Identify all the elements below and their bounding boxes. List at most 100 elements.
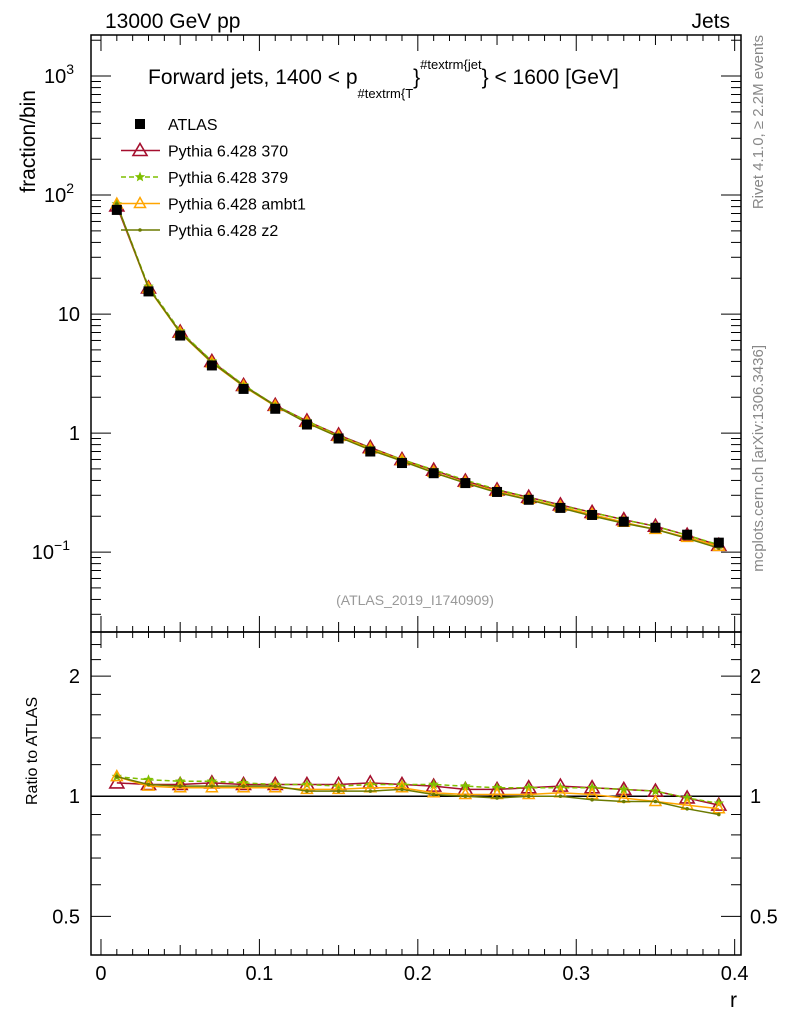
mcplots-label: mcplots.cern.ch [arXiv:1306.3436]	[750, 345, 767, 572]
ratio-frame	[90, 631, 742, 956]
ratio-point-ambt1	[395, 780, 409, 793]
ratio-point-ambt1	[458, 786, 473, 800]
ratio-point-z2	[685, 807, 689, 811]
ratio-point-ambt1	[300, 781, 314, 795]
atlas-point	[206, 360, 217, 371]
x-tick-label: 0.1	[245, 963, 273, 985]
ratio-point-z2	[590, 797, 594, 802]
ratio-point-379	[681, 792, 693, 803]
legend-marker-ambt1	[133, 195, 147, 209]
ratio-point-z2	[210, 784, 214, 788]
ratio-point-370	[171, 775, 189, 791]
legend-marker-ATLAS	[135, 119, 145, 129]
main-line-379	[116, 203, 720, 546]
ratio-point-379	[618, 783, 629, 794]
ratio-point-ambt1	[426, 785, 441, 798]
atlas-point	[650, 522, 661, 533]
ratio-point-z2	[241, 784, 246, 788]
ratio-y-tick-label: 1	[69, 786, 80, 808]
ratio-point-370	[710, 796, 728, 811]
y-tick-label: 102	[44, 180, 74, 207]
atlas-point	[365, 446, 376, 457]
legend: ATLAS Pythia 6.428 370 Pythia 6.428 379 Pyt…	[121, 117, 306, 240]
legend-marker-z2	[138, 228, 142, 232]
atlas-point	[396, 458, 407, 469]
x-axis-label: r	[730, 989, 737, 1012]
x-tick-label: 0.4	[721, 963, 749, 985]
atlas-point	[618, 516, 629, 527]
x-tick-label: 0	[95, 963, 106, 985]
main-panel: 10−1 1 10 102 103	[32, 34, 742, 955]
atlas-point	[270, 403, 281, 414]
main-line-z2	[116, 203, 720, 549]
y-tick-label: 10−1	[32, 537, 70, 564]
ratio-line-z2	[116, 775, 719, 816]
y-tick-label: 103	[44, 61, 74, 88]
ratio-point-z2	[400, 787, 404, 792]
atlas-point	[111, 204, 122, 215]
ratio-point-z2	[336, 789, 341, 793]
ratio-point-379	[428, 779, 439, 789]
analysis-watermark: (ATLAS_2019_I1740909)	[336, 592, 494, 608]
ratio-point-370	[552, 777, 569, 792]
ratio-point-z2	[463, 794, 468, 799]
ratio-point-z2	[431, 792, 436, 797]
atlas-point	[333, 433, 344, 444]
ratio-point-z2	[495, 796, 499, 800]
x-tick-label: 0.2	[404, 963, 432, 985]
y-tick-label: 1	[69, 423, 80, 445]
rivet-label: Rivet 4.1.0, ≥ 2.2M events	[750, 35, 767, 209]
ratio-line-370	[116, 782, 719, 806]
y-tick-label: 10	[58, 304, 80, 326]
ratio-point-z2	[717, 812, 721, 817]
ratio-point-z2	[305, 789, 309, 793]
ratio-point-ambt1	[110, 769, 124, 782]
ratio-point-z2	[115, 774, 119, 779]
atlas-point	[301, 419, 312, 430]
ratio-point-z2	[621, 799, 626, 804]
ratio-point-ambt1	[648, 793, 663, 807]
x-tick-label: 0.3	[562, 963, 590, 985]
ratio-y-tick-label-right: 0.5	[750, 906, 778, 928]
header-right: Jets	[691, 10, 730, 33]
ratio-y-tick-label: 0.5	[52, 906, 80, 928]
atlas-point	[460, 478, 471, 489]
main-line-ambt1	[116, 203, 720, 548]
chart-title: Forward jets, 1400 < p#textrm{T}#textrm{…	[148, 57, 619, 101]
atlas-point	[523, 494, 534, 505]
header-left: 13000 GeV pp	[105, 10, 240, 33]
atlas-point	[555, 502, 566, 513]
ratio-y-tick-label-right: 1	[750, 786, 761, 808]
ratio-line-ambt1	[116, 775, 719, 810]
atlas-point	[175, 330, 186, 341]
atlas-point	[492, 486, 503, 497]
ratio-point-379	[333, 780, 344, 791]
y-axis-label: fraction/bin	[17, 90, 40, 193]
ratio-panel: 0 0.1 0.2 0.3 0.4 0.5 0.5 1 1 2 2	[52, 631, 778, 985]
legend-label-ATLAS: ATLAS	[168, 117, 218, 134]
ratio-y-axis-label: Ratio to ATLAS	[24, 697, 41, 805]
legend-label-ambt1: Pythia 6.428 ambt1	[168, 197, 306, 214]
ratio-point-ambt1	[331, 781, 346, 795]
ratio-point-z2	[653, 799, 658, 804]
atlas-point	[428, 468, 439, 479]
legend-marker-379	[134, 171, 146, 182]
ratio-y-tick-label: 2	[69, 666, 80, 688]
ratio-point-z2	[526, 794, 531, 799]
atlas-point	[238, 383, 249, 394]
ratio-point-z2	[146, 782, 151, 787]
atlas-point	[682, 529, 693, 540]
ratio-point-379	[460, 780, 471, 791]
atlas-point	[713, 537, 724, 548]
ratio-point-z2	[178, 784, 182, 788]
ratio-point-379	[650, 785, 661, 796]
ratio-point-379	[270, 779, 281, 789]
ratio-line-379	[116, 775, 719, 805]
ratio-point-z2	[273, 784, 278, 788]
atlas-point	[143, 286, 154, 297]
atlas-point	[587, 509, 598, 520]
legend-marker-370	[131, 141, 149, 157]
legend-label-z2: Pythia 6.428 z2	[168, 223, 278, 240]
main-line-370	[116, 205, 720, 547]
